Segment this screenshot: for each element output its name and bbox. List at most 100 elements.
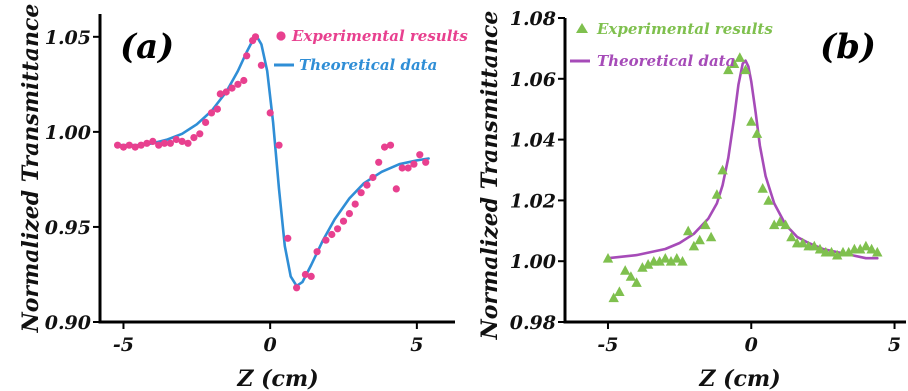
panel-a-data-point — [392, 185, 400, 193]
panel-b-theory-series — [606, 59, 879, 260]
panel-b: Normalized Transmittance (b) 0.98 1.00 1.0… — [477, 8, 906, 391]
panel-a-data-point — [313, 248, 321, 256]
panel-b-y-tick-label: 1.00 — [510, 251, 556, 273]
panel-b-data-point — [625, 271, 637, 281]
panel-b-label: (b) — [820, 27, 876, 67]
panel-a-data-point — [190, 134, 198, 142]
panel-a-data-point — [334, 225, 342, 233]
panel-a-data-point — [275, 141, 283, 149]
panel-b-data-point — [751, 128, 763, 138]
panel-a-data-point — [143, 139, 151, 147]
panel-a-data-point — [137, 141, 145, 149]
panel-b-theory-curve — [606, 59, 879, 260]
panel-b-data-point — [700, 219, 711, 230]
panel-b-x-tick-label: 5 — [888, 334, 901, 356]
panel-b-data-point — [734, 52, 745, 62]
panel-a-theory-curve — [116, 35, 430, 288]
panel-b-ticks: 0.98 1.00 1.02 1.04 1.06 1.08 -5 0 5 — [510, 8, 901, 356]
panel-a-data-point — [410, 160, 418, 168]
panel-a-data-point — [307, 272, 315, 280]
panel-a-data-point — [422, 158, 430, 166]
panel-a-data-point — [328, 230, 336, 239]
panel-b-data-point — [665, 256, 677, 266]
panel-b-experimental-series — [602, 52, 883, 303]
panel-a-x-axis-title: Z (cm) — [236, 366, 318, 391]
panel-b-y-tick-label: 1.06 — [510, 69, 556, 91]
panel-a-data-point — [345, 210, 353, 218]
panel-b-x-tick-label: -5 — [597, 334, 618, 356]
panel-a-data-point — [125, 141, 133, 149]
panel-a-data-point — [222, 88, 230, 96]
panel-b-data-point — [872, 246, 883, 257]
panel-a-data-point — [166, 139, 174, 147]
panel-a-x-tick-label: 0 — [264, 334, 277, 356]
panel-a-data-point — [251, 33, 260, 41]
panel-a-data-point — [375, 158, 383, 166]
panel-b-legend-experimental: Experimental results — [596, 20, 773, 38]
panel-b-data-point — [860, 240, 872, 251]
panel-a-data-point — [369, 173, 377, 182]
panel-b-data-point — [671, 253, 682, 263]
panel-a-label: (a) — [120, 27, 174, 67]
panel-b-data-point — [705, 231, 717, 242]
panel-a-legend: Experimental results Theoretical data — [274, 27, 468, 74]
panel-a-data-point — [257, 61, 265, 69]
panel-a-data-point — [114, 141, 122, 149]
panel-a-data-point — [240, 76, 248, 85]
panel-b-axes — [563, 18, 906, 324]
panel-b-data-point — [723, 64, 734, 75]
panel-b-data-point — [855, 243, 866, 254]
panel-b-data-point — [654, 256, 665, 266]
panel-b-y-tick-label: 1.02 — [510, 190, 556, 212]
panel-a-data-point — [266, 109, 274, 117]
panel-b-legend: Experimental results Theoretical data — [570, 20, 773, 70]
panel-a-y-tick-label: 0.95 — [45, 217, 91, 239]
panel-a-axes — [98, 14, 455, 324]
panel-a-data-point — [339, 217, 348, 225]
panel-a-y-axis-title: Normalized Transmittance — [18, 4, 44, 334]
panel-a-data-point — [293, 284, 301, 292]
panel-b-y-axis-title: Normalized Transmittance — [477, 11, 503, 341]
panel-a-data-point — [131, 143, 139, 151]
panel-b-data-point — [602, 253, 614, 263]
panel-a-data-point — [178, 137, 186, 145]
panel-a-data-point — [184, 139, 192, 147]
panel-b-data-point — [694, 234, 705, 245]
panel-b-data-point — [688, 240, 700, 251]
panel-b-data-point — [620, 265, 631, 275]
panel-a-data-point — [196, 130, 204, 138]
panel-b-data-point — [717, 164, 728, 175]
panel-a-data-point — [404, 164, 412, 172]
panel-a-data-point — [398, 164, 406, 172]
panel-a-data-point — [172, 135, 180, 144]
panel-b-data-point — [797, 237, 808, 248]
panel-a-experimental-series — [114, 33, 430, 292]
panel-a-data-point — [228, 84, 236, 92]
panel-a-y-tick-label: 1.00 — [45, 122, 91, 144]
panel-b-data-point — [774, 216, 786, 227]
panel-b-data-point — [642, 259, 654, 269]
panel-b-data-point — [728, 58, 740, 68]
panel-b-data-point — [763, 195, 774, 205]
panel-b-data-point — [614, 286, 625, 296]
panel-b-data-point — [769, 219, 780, 230]
panel-b-data-point — [683, 225, 694, 236]
panel-a-legend-theoretical: Theoretical data — [299, 56, 437, 74]
panel-b-data-point — [786, 231, 797, 242]
panel-a-data-point — [284, 234, 292, 242]
panel-a-ticks: 0.90 0.95 1.00 1.05 -5 0 5 — [45, 27, 424, 356]
panel-a-y-tick-label: 1.05 — [45, 27, 91, 49]
panel-b-data-point — [660, 253, 671, 263]
panel-a-data-point — [207, 109, 216, 117]
panel-a-data-point — [119, 143, 128, 151]
panel-b-data-point — [677, 256, 688, 266]
panel-a-data-point — [243, 52, 251, 60]
panel-a-data-point — [363, 181, 371, 189]
panel-b-y-tick-label: 1.08 — [510, 8, 556, 30]
panel-a-data-point — [160, 139, 169, 147]
panel-b-x-axis-title: Z (cm) — [698, 366, 780, 391]
panel-a-legend-experimental: Experimental results — [291, 27, 468, 45]
panel-b-legend-marker — [576, 23, 588, 33]
panel-a-data-point — [202, 118, 210, 126]
panel-b-x-tick-label: 0 — [745, 334, 758, 356]
